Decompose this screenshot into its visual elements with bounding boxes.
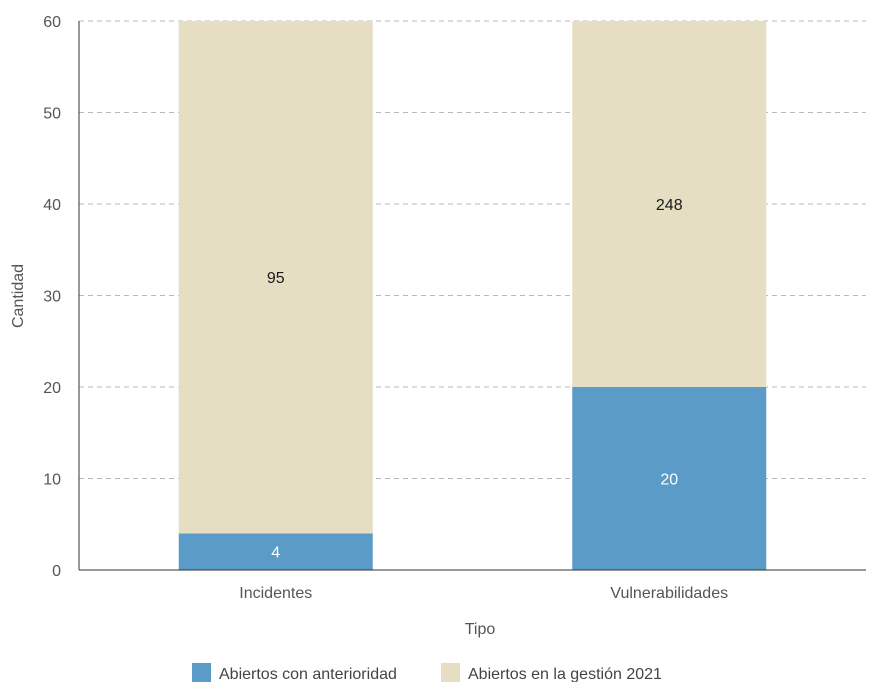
data-label: 248 bbox=[656, 197, 683, 214]
legend-label: Abiertos en la gestión 2021 bbox=[468, 666, 662, 682]
bar-segment-gestion-2021 bbox=[572, 21, 767, 387]
y-tick-label: 30 bbox=[43, 289, 61, 306]
tick-labels: 0 10 20 30 40 50 60 Incidentes Vulnerabilidades bbox=[43, 14, 728, 602]
y-tick-label: 10 bbox=[43, 472, 61, 489]
x-axis-title: Tipo bbox=[465, 621, 496, 638]
legend: Abiertos con anterioridad Abiertos en la … bbox=[192, 663, 662, 682]
data-label: 20 bbox=[660, 472, 678, 489]
axes bbox=[78, 21, 866, 571]
y-tick-label: 60 bbox=[43, 14, 61, 31]
y-tick-label: 50 bbox=[43, 106, 61, 123]
y-tick-label: 20 bbox=[43, 380, 61, 397]
y-axis-title: Cantidad bbox=[10, 264, 27, 328]
bars bbox=[178, 21, 767, 570]
legend-swatch bbox=[441, 663, 460, 682]
y-tick-label: 0 bbox=[52, 563, 61, 580]
data-label: 4 bbox=[271, 545, 280, 562]
bar-segment-anteriores bbox=[178, 533, 373, 570]
legend-swatch bbox=[192, 663, 211, 682]
legend-label: Abiertos con anterioridad bbox=[219, 666, 397, 682]
data-label: 95 bbox=[267, 270, 285, 287]
bar-segment-anteriores bbox=[572, 387, 767, 570]
data-labels: 4 95 20 248 bbox=[267, 197, 683, 562]
x-tick-label: Vulnerabilidades bbox=[610, 585, 728, 602]
bar-segment-gestion-2021 bbox=[178, 21, 373, 534]
y-tick-label: 40 bbox=[43, 197, 61, 214]
x-tick-label: Incidentes bbox=[239, 585, 312, 602]
